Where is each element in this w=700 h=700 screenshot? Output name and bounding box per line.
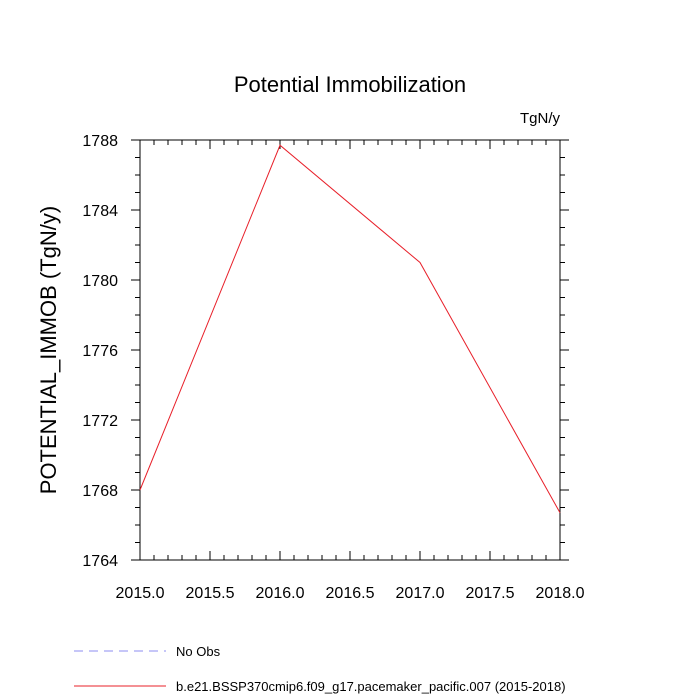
units-label: TgN/y	[520, 110, 561, 127]
y-tick-label: 1788	[82, 133, 118, 150]
chart-title: Potential Immobilization	[234, 72, 466, 97]
y-tick-label: 1780	[82, 273, 118, 290]
x-tick-label: 2017.5	[466, 585, 515, 602]
x-tick-label: 2015.5	[186, 585, 235, 602]
legend: No Obs b.e21.BSSP370cmip6.f09_g17.pacemak…	[74, 644, 566, 694]
series-line	[139, 144, 561, 513]
y-tick-labels: 1764 1768 1772 1776 1780 1784 1788	[82, 133, 118, 570]
x-tick-label: 2015.0	[116, 585, 165, 602]
legend-label: No Obs	[176, 644, 221, 659]
x-tick-label: 2017.0	[396, 585, 445, 602]
plot-frame	[139, 139, 561, 561]
x-tick-label: 2016.5	[326, 585, 375, 602]
series-layer	[139, 144, 561, 513]
y-tick-label: 1772	[82, 413, 118, 430]
y-tick-label: 1784	[82, 203, 118, 220]
x-tick-label: 2018.0	[536, 585, 585, 602]
y-axis-label: POTENTIAL_IMMOB (TgN/y)	[36, 206, 61, 494]
y-tick-label: 1764	[82, 553, 118, 570]
x-tick-labels: 2015.0 2015.5 2016.0 2016.5 2017.0 2017.5 2018…	[116, 585, 585, 602]
legend-label: b.e21.BSSP370cmip6.f09_g17.pacemaker_pac…	[176, 679, 566, 694]
axis-ticks	[131, 139, 569, 561]
x-tick-label: 2016.0	[256, 585, 305, 602]
y-tick-label: 1768	[82, 483, 118, 500]
y-tick-label: 1776	[82, 343, 118, 360]
